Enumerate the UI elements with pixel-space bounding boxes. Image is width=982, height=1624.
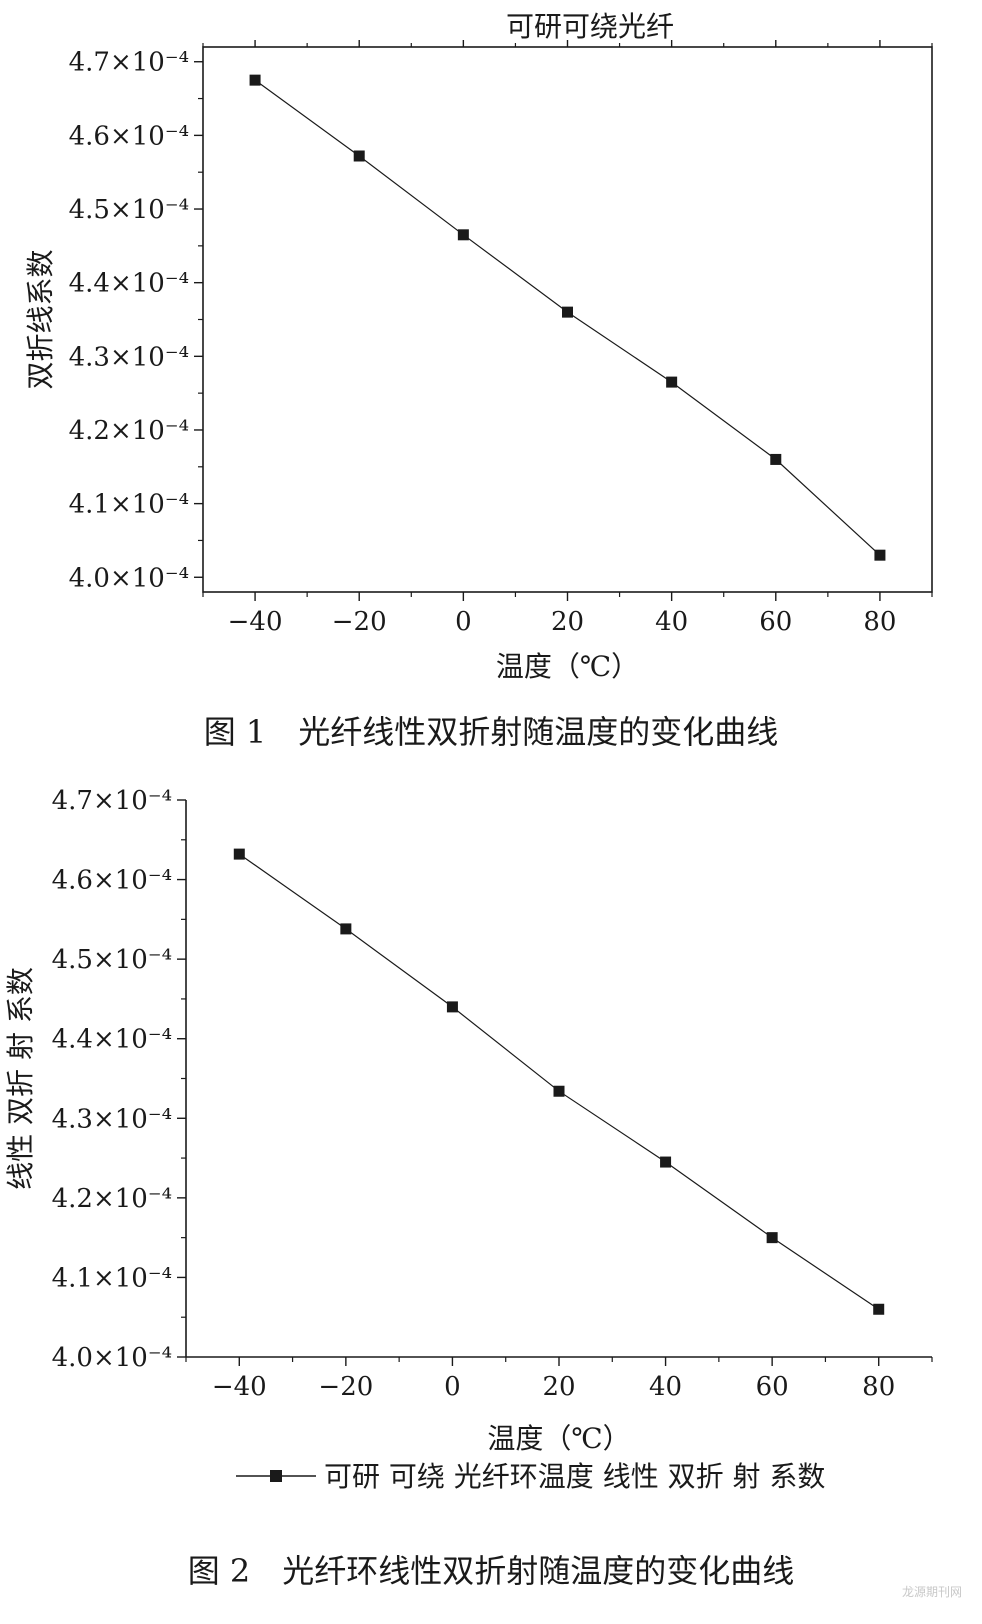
legend-marker-swatch bbox=[270, 1470, 282, 1482]
plot-frame bbox=[202, 46, 933, 593]
x-tick-label: 80 bbox=[862, 1372, 895, 1402]
x-tick-label: −40 bbox=[228, 607, 283, 637]
x-tick-label: 80 bbox=[863, 607, 896, 637]
y-tick-labels: 4.0×10⁻⁴ 4.1×10⁻⁴ 4.2×10⁻⁴ 4.3×10⁻⁴ 4.4×10⁻⁴… bbox=[69, 48, 189, 594]
y-tick-label: 4.1×10⁻⁴ bbox=[69, 490, 189, 520]
y-tick-label: 4.5×10⁻⁴ bbox=[52, 945, 172, 975]
y-tick-label: 4.2×10⁻⁴ bbox=[69, 416, 189, 446]
data-point bbox=[553, 1085, 565, 1097]
y-tick-label: 4.5×10⁻⁴ bbox=[69, 195, 189, 225]
x-tick-label: −40 bbox=[212, 1372, 267, 1402]
figure-caption: 图 1 光纤线性双折射随温度的变化曲线 bbox=[204, 713, 779, 751]
y-tick-label: 4.3×10⁻⁴ bbox=[52, 1104, 172, 1134]
data-point bbox=[446, 1001, 458, 1013]
series-points bbox=[233, 848, 885, 1315]
y-tick-labels: 4.0×10⁻⁴ 4.1×10⁻⁴ 4.2×10⁻⁴ 4.3×10⁻⁴ 4.4×10⁻⁴… bbox=[52, 786, 172, 1373]
x-tick-label: 20 bbox=[551, 607, 584, 637]
y-tick-label: 4.0×10⁻⁴ bbox=[52, 1343, 172, 1373]
x-tick-label: 40 bbox=[655, 607, 688, 637]
data-point bbox=[249, 74, 261, 86]
data-point bbox=[457, 229, 469, 241]
x-tick-labels: −40 −20 0 20 40 60 80 bbox=[228, 607, 897, 637]
data-point bbox=[562, 306, 573, 318]
data-point bbox=[233, 848, 245, 860]
y-tick-label: 4.6×10⁻⁴ bbox=[69, 121, 189, 151]
y-tick-label: 4.7×10⁻⁴ bbox=[69, 48, 189, 78]
x-tick-label: 60 bbox=[759, 607, 792, 637]
axis-lines bbox=[185, 800, 932, 1358]
y-axis-title: 双折线系数 bbox=[24, 249, 57, 389]
y-tick-label: 4.6×10⁻⁴ bbox=[52, 866, 172, 896]
data-point bbox=[766, 1232, 778, 1244]
watermark: 龙源期刊网 bbox=[902, 1585, 962, 1599]
data-point bbox=[660, 1156, 672, 1168]
data-point bbox=[353, 150, 365, 162]
y-tick-label: 4.7×10⁻⁴ bbox=[52, 786, 172, 816]
data-point bbox=[770, 453, 782, 465]
y-tick-label: 4.3×10⁻⁴ bbox=[69, 342, 189, 372]
legend: 可研 可绕 光纤环温度 线性 双折 射 系数 bbox=[236, 1460, 825, 1493]
x-tick-label: −20 bbox=[332, 607, 387, 637]
x-tick-label: 40 bbox=[649, 1372, 682, 1402]
x-tick-label: 0 bbox=[455, 607, 472, 637]
x-axis-title: 温度（℃） bbox=[487, 1422, 630, 1455]
chart-2: 4.0×10⁻⁴ 4.1×10⁻⁴ 4.2×10⁻⁴ 4.3×10⁻⁴ 4.4×10⁻⁴… bbox=[4, 786, 933, 1590]
figure-caption: 图 2 光纤环线性双折射随温度的变化曲线 bbox=[188, 1552, 795, 1590]
x-tick-label: 0 bbox=[444, 1372, 461, 1402]
y-tick-label: 4.4×10⁻⁴ bbox=[52, 1025, 172, 1055]
chart-1: 4.0×10⁻⁴ 4.1×10⁻⁴ 4.2×10⁻⁴ 4.3×10⁻⁴ 4.4×10⁻⁴… bbox=[24, 10, 933, 751]
data-point bbox=[666, 376, 678, 388]
axis-ticks bbox=[194, 40, 933, 601]
y-tick-label: 4.1×10⁻⁴ bbox=[52, 1263, 172, 1293]
x-tick-label: 20 bbox=[542, 1372, 575, 1402]
y-tick-label: 4.2×10⁻⁴ bbox=[52, 1184, 172, 1214]
series-line bbox=[254, 79, 881, 556]
chart-title: 可研可绕光纤 bbox=[506, 10, 674, 43]
y-tick-label: 4.0×10⁻⁴ bbox=[69, 563, 189, 593]
y-tick-label: 4.4×10⁻⁴ bbox=[69, 269, 189, 299]
series-points bbox=[249, 74, 886, 561]
x-axis-title: 温度（℃） bbox=[496, 650, 639, 683]
x-tick-labels: −40 −20 0 20 40 60 80 bbox=[212, 1372, 895, 1402]
y-axis-title: 线性 双折 射 系数 bbox=[4, 967, 37, 1190]
axis-ticks bbox=[177, 799, 933, 1366]
legend-entry-label: 可研 可绕 光纤环温度 线性 双折 射 系数 bbox=[324, 1460, 825, 1493]
data-point bbox=[873, 1303, 885, 1315]
data-point bbox=[340, 923, 352, 935]
data-point bbox=[874, 549, 886, 561]
x-tick-label: 60 bbox=[756, 1372, 789, 1402]
series-line bbox=[238, 853, 880, 1310]
x-tick-label: −20 bbox=[318, 1372, 373, 1402]
